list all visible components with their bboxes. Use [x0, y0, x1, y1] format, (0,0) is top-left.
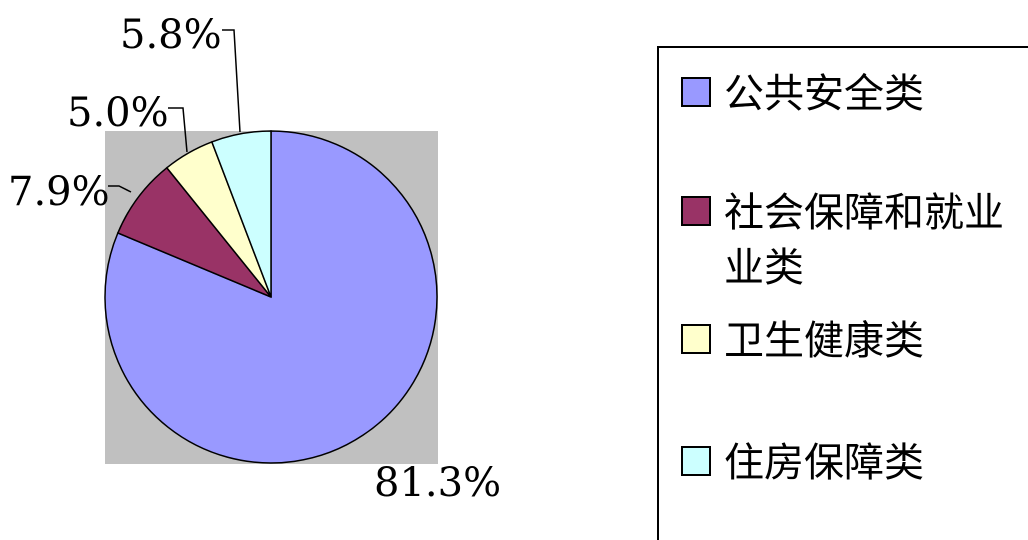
legend-label-2: 社会保障和就业: [724, 190, 1004, 236]
legend-label-3: 卫生健康类: [724, 318, 924, 364]
legend-swatch-2: [681, 196, 711, 226]
data-label-4: 5.8%: [120, 12, 222, 58]
data-label-3: 5.0%: [67, 90, 169, 136]
pie-slices: [104, 130, 438, 464]
legend-frame: [657, 46, 1028, 540]
leader-line-3: [168, 107, 188, 153]
leader-line-4: [222, 29, 241, 133]
legend-swatch-4: [681, 446, 711, 476]
data-label-2: 7.9%: [8, 169, 110, 215]
leader-lines: [108, 29, 241, 193]
data-labels: 81.3% 7.9% 5.0% 5.8%: [8, 12, 501, 506]
pie-slice-4: [210, 130, 272, 298]
legend-swatch-1: [681, 77, 711, 107]
data-label-1: 81.3%: [374, 460, 501, 506]
legend-swatch-3: [681, 324, 711, 354]
legend-label-1: 公共安全类: [724, 71, 924, 117]
legend-label-2-line-2: 业类: [724, 245, 804, 291]
leader-line-2: [108, 185, 132, 193]
legend-label-4: 住房保障类: [724, 440, 924, 486]
pie-slice-1: [104, 130, 438, 464]
